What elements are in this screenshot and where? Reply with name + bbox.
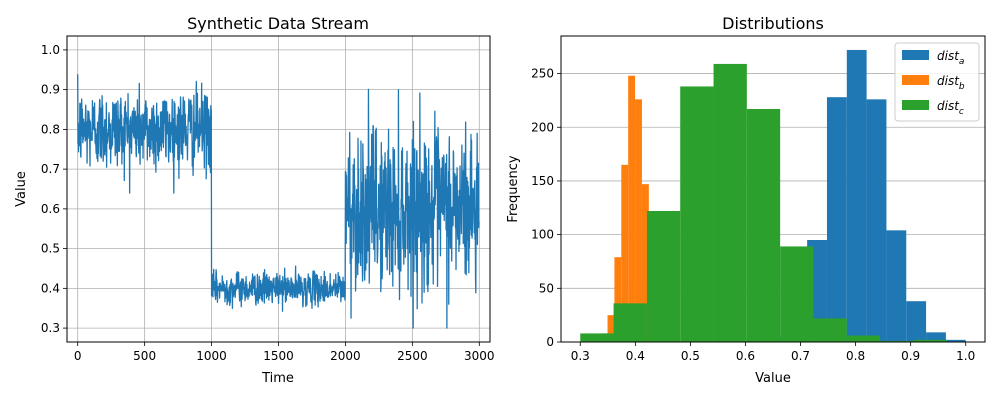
x-tick-label: 2500	[397, 349, 428, 363]
distributions-chart-x-ticks: 0.3 0.4 0.5 0.6 0.7 0.8 0.9 1.0	[571, 342, 975, 363]
y-tick-label: 0.3	[41, 321, 60, 335]
y-tick-label: 200	[531, 120, 554, 134]
hist-bar-dist-c	[913, 339, 947, 342]
legend-label-main: dist	[937, 49, 960, 63]
y-tick-label: 0.4	[41, 281, 60, 295]
x-tick-label: 1000	[196, 349, 227, 363]
hist-bar-dist-a	[945, 339, 966, 342]
x-tick-label: 0.7	[791, 349, 810, 363]
hist-bar-dist-b	[641, 184, 649, 342]
x-tick-label: 0.4	[626, 349, 645, 363]
legend-swatch-dist-b	[902, 75, 929, 85]
legend-label-subscript: b	[959, 82, 965, 92]
x-tick-label: 2000	[330, 349, 361, 363]
distributions-chart: Distributions 0.3 0.4 0.5 0.6 0.7 0.8 0.9 1.0 0…	[506, 14, 986, 386]
x-tick-label: 1.0	[956, 349, 975, 363]
y-tick-label: 100	[531, 228, 554, 242]
hist-bar-dist-b	[628, 75, 636, 342]
y-tick-label: 0.7	[41, 162, 60, 176]
x-tick-label: 0.5	[681, 349, 700, 363]
distributions-chart-title: Distributions	[722, 14, 824, 33]
y-tick-label: 50	[539, 281, 554, 295]
legend-label-main: dist	[937, 74, 960, 88]
distributions-chart-y-label: Frequency	[506, 155, 521, 222]
legend-label-dist-c: distc	[937, 99, 964, 117]
hist-bar-dist-c	[580, 333, 614, 342]
hist-bar-dist-b	[621, 164, 629, 342]
y-tick-label: 0.8	[41, 122, 60, 136]
distributions-chart-y-ticks: 0 50 100 150 200 250	[531, 67, 561, 349]
legend-swatch-dist-c	[902, 100, 929, 110]
hist-bar-dist-b	[635, 99, 642, 342]
stream-chart-y-label: Value	[14, 171, 29, 207]
distributions-chart-x-label: Value	[755, 371, 791, 386]
legend-label-subscript: c	[959, 107, 964, 117]
x-tick-label: 1500	[263, 349, 294, 363]
x-tick-label: 3000	[464, 349, 495, 363]
hist-bar-dist-c	[680, 86, 714, 343]
stream-chart-x-label: Time	[261, 371, 294, 386]
stream-chart-y-ticks: 0.3 0.4 0.5 0.6 0.7 0.8 0.9 1.0	[41, 43, 67, 335]
hist-bar-dist-b	[607, 315, 615, 342]
y-tick-label: 0.9	[41, 83, 60, 97]
hist-bar-dist-a	[866, 99, 887, 342]
y-tick-label: 150	[531, 174, 554, 188]
hist-bar-dist-a	[886, 230, 907, 342]
hist-bar-dist-c	[880, 340, 914, 342]
stream-chart: Synthetic Data Stream 0 500 1000 1500 2000 25…	[14, 14, 495, 386]
y-tick-label: 0	[546, 335, 554, 349]
hist-bar-dist-c	[846, 335, 881, 342]
legend-label-main: dist	[937, 99, 960, 113]
x-tick-label: 0	[74, 349, 82, 363]
stream-series-line	[77, 74, 480, 329]
legend-label-dist-a: dista	[937, 49, 964, 67]
hist-bar-dist-c	[613, 303, 647, 342]
hist-bar-dist-a	[846, 49, 867, 343]
stream-chart-title: Synthetic Data Stream	[187, 14, 369, 33]
hist-bar-dist-c	[713, 63, 747, 343]
x-tick-label: 0.6	[736, 349, 755, 363]
hist-bar-dist-b	[614, 257, 622, 342]
hist-bar-dist-c	[780, 246, 814, 342]
hist-bar-dist-c	[813, 318, 847, 342]
x-tick-label: 0.8	[846, 349, 865, 363]
stream-chart-x-ticks: 0 500 1000 1500 2000 2500 3000	[74, 342, 495, 363]
hist-bar-dist-a	[926, 332, 946, 342]
legend-swatch-dist-a	[902, 50, 929, 60]
x-tick-label: 0.9	[901, 349, 920, 363]
legend-label-subscript: a	[959, 57, 965, 67]
y-tick-label: 0.5	[41, 242, 60, 256]
distributions-chart-bars	[580, 49, 966, 343]
x-tick-label: 0.3	[571, 349, 590, 363]
y-tick-label: 0.6	[41, 202, 60, 216]
legend-label-dist-b: distb	[937, 74, 965, 92]
distributions-chart-frame	[560, 35, 986, 343]
hist-bar-dist-c	[746, 109, 781, 342]
y-tick-label: 250	[531, 67, 554, 81]
x-tick-label: 500	[133, 349, 156, 363]
y-tick-label: 1.0	[41, 43, 60, 57]
hist-bar-dist-c	[646, 211, 681, 342]
stream-chart-series	[77, 74, 480, 329]
hist-bar-dist-a	[826, 97, 847, 342]
hist-bar-dist-a	[906, 301, 927, 342]
